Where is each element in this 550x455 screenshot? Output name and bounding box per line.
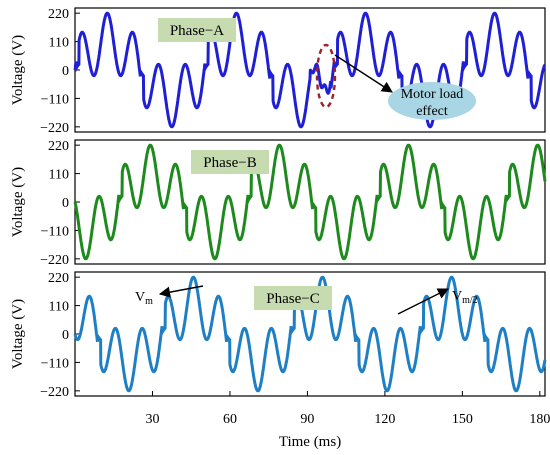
xtick-label: 90 — [300, 412, 314, 427]
motor-load-text-2: effect — [416, 104, 448, 119]
panel-b-ylabel: Voltage (V) — [10, 167, 26, 237]
phase-b-label: Phase−B — [203, 155, 256, 171]
xtick-label: 150 — [452, 412, 473, 427]
panel-c-ytick-label: 220 — [48, 271, 69, 286]
phase-a-label: Phase−A — [170, 23, 224, 39]
panel-a-yticks: 220 110 0 −110 −220 — [40, 7, 80, 136]
phase-c-series-line — [73, 275, 547, 393]
panel-c-yticks: 220 110 0 −110 −220 — [40, 271, 80, 400]
panel-a-ytick-label: −110 — [41, 92, 69, 107]
panel-a-ytick-label: 0 — [62, 64, 69, 79]
panel-b-ytick-label: 0 — [62, 196, 69, 211]
panel-b-ytick-label: −220 — [40, 253, 69, 268]
panel-c-xticks: 30 60 90 120 150 180 — [145, 391, 550, 427]
xtick-label: 120 — [374, 412, 395, 427]
panel-b-ytick-label: −110 — [41, 224, 69, 239]
xtick-label: 30 — [145, 412, 159, 427]
vm-half-arrow — [397, 288, 450, 315]
panel-phase-b: Voltage (V) 220 110 0 −110 −220 Phase−B — [10, 139, 547, 268]
panel-c-ylabel: Voltage (V) — [10, 299, 26, 369]
panel-a-ylabel: Voltage (V) — [10, 35, 26, 105]
panel-c-ytick-label: −110 — [41, 356, 69, 371]
panel-b-yticks: 220 110 0 −110 −220 — [40, 139, 80, 268]
phase-b-label-box — [191, 150, 269, 174]
motor-load-text-1: Motor load — [401, 87, 464, 102]
motor-load-arrow — [334, 54, 393, 93]
phase-c-label-box — [254, 286, 332, 310]
phase-b-series-line — [73, 143, 547, 261]
x-axis-label: Time (ms) — [279, 434, 341, 450]
xtick-label: 60 — [223, 412, 237, 427]
panel-c-ytick-label: 0 — [62, 328, 69, 343]
panel-a-ytick-label: 110 — [49, 36, 69, 51]
panel-b-ytick-label: 220 — [48, 139, 69, 154]
panel-b-ytick-label: 110 — [49, 168, 69, 183]
motor-load-ellipse — [315, 43, 337, 109]
vm-half-annotation: Vm/2 — [452, 289, 478, 306]
vm-arrow — [158, 285, 204, 298]
vm-annotation: Vm — [135, 290, 153, 307]
panel-a-ytick-label: 220 — [48, 7, 69, 22]
xtick-label: 180 — [529, 412, 550, 427]
phase-a-label-box — [158, 18, 236, 42]
phase-a-series-line — [73, 11, 547, 129]
motor-load-bubble — [388, 82, 476, 120]
panel-c-ytick-label: 110 — [49, 300, 69, 315]
panel-a-ytick-label: −220 — [40, 121, 69, 136]
panel-c-ytick-label: −220 — [40, 385, 69, 400]
phase-c-label: Phase−C — [266, 291, 319, 307]
panel-phase-c: Voltage (V) 220 110 0 −110 −220 30 60 90 120 150… — [10, 271, 550, 427]
panel-phase-a: Voltage (V) 220 110 0 −110 −220 Phase−A Moto… — [10, 7, 547, 136]
